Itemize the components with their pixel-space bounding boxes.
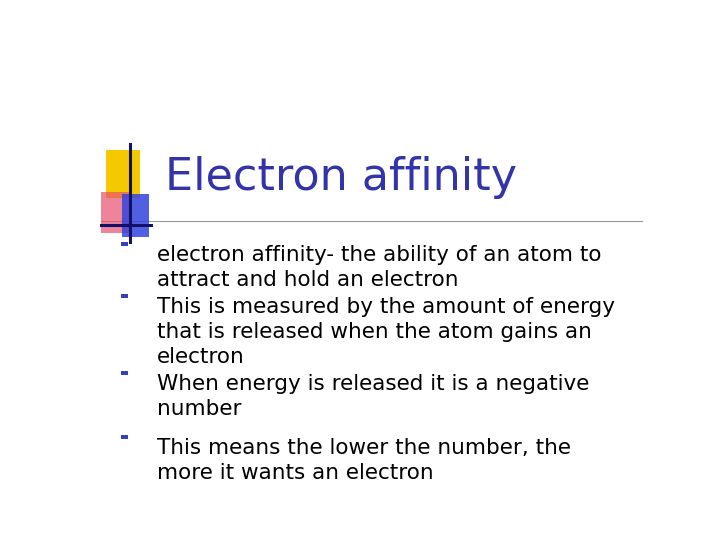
FancyBboxPatch shape [121, 371, 128, 375]
Text: electron affinity- the ability of an atom to
attract and hold an electron: electron affinity- the ability of an ato… [157, 245, 601, 290]
FancyBboxPatch shape [122, 194, 149, 238]
FancyBboxPatch shape [121, 242, 128, 246]
FancyBboxPatch shape [121, 435, 128, 439]
Text: Electron affinity: Electron affinity [166, 156, 518, 199]
FancyBboxPatch shape [121, 294, 128, 298]
Text: This means the lower the number, the
more it wants an electron: This means the lower the number, the mor… [157, 438, 571, 483]
Text: When energy is released it is a negative
number: When energy is released it is a negative… [157, 374, 590, 418]
Text: This is measured by the amount of energy
that is released when the atom gains an: This is measured by the amount of energy… [157, 297, 615, 367]
FancyBboxPatch shape [101, 192, 130, 233]
FancyBboxPatch shape [106, 150, 140, 198]
